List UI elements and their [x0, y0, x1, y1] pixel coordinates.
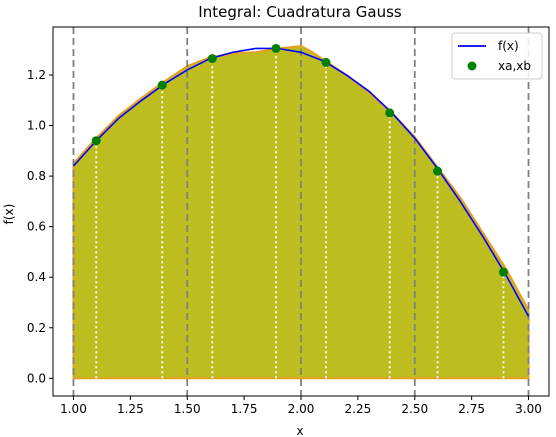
y-axis-label: f(x) [2, 204, 16, 225]
data-point [207, 54, 217, 64]
legend-label: f(x) [498, 39, 519, 53]
x-tick-label: 2.75 [458, 402, 485, 416]
chart-title: Integral: Cuadratura Gauss [198, 3, 402, 21]
x-tick-label: 2.50 [401, 402, 428, 416]
x-tick-label: 2.00 [288, 402, 315, 416]
x-tick-label: 2.25 [345, 402, 372, 416]
data-point [321, 57, 331, 67]
x-tick-label: 1.50 [174, 402, 201, 416]
data-point [385, 108, 395, 118]
y-tick-label: 0.4 [27, 270, 46, 284]
series-line-fx [72, 47, 530, 317]
axes: 1.00 1.25 1.50 1.75 2.00 2.25 2.50 2.75 3.00 0.0 0… [27, 26, 550, 416]
x-tick-label: 1.75 [231, 402, 258, 416]
data-point [91, 136, 101, 146]
data-point [498, 267, 508, 277]
x-tick-label: 1.00 [60, 402, 87, 416]
y-tick-label: 1.0 [27, 119, 46, 133]
legend: f(x) xa,xb [451, 32, 543, 80]
legend-label: xa,xb [498, 59, 531, 73]
y-tick-label: 0.8 [27, 169, 46, 183]
x-tick-label: 3.00 [515, 402, 542, 416]
x-tick-label: 1.25 [117, 402, 144, 416]
data-point [157, 80, 167, 90]
y-tick-label: 0.2 [27, 321, 46, 335]
data-point [433, 166, 443, 176]
y-tick-label: 0.6 [27, 220, 46, 234]
legend-marker-swatch [467, 61, 477, 71]
x-axis-label: x [296, 424, 303, 437]
plot-area [72, 27, 530, 396]
y-tick-label: 1.2 [27, 68, 46, 82]
data-point [271, 43, 281, 53]
y-tick-label: 0.0 [27, 371, 46, 385]
